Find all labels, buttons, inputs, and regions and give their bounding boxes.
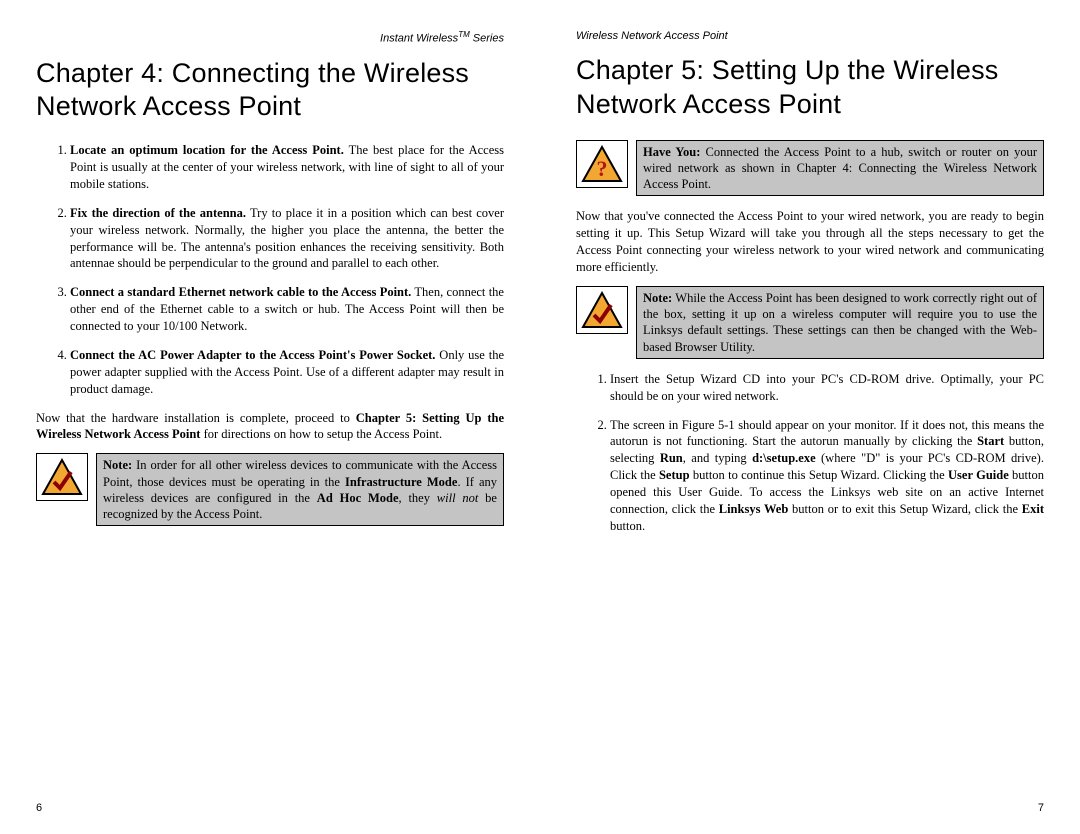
note-text-left: Note: In order for all other wireless de… (96, 453, 504, 526)
have-you-body: Connected the Access Point to a hub, swi… (643, 145, 1037, 192)
note-seg: , they (399, 491, 437, 505)
user-guide-label: User Guide (948, 468, 1009, 482)
note-mode2: Ad Hoc Mode (317, 491, 399, 505)
note-italic: will not (437, 491, 479, 505)
chapter-title-right: Chapter 5: Setting Up the Wireless Netwo… (576, 54, 1044, 122)
note-mode1: Infrastructure Mode (345, 475, 457, 489)
seg: button or to exit this Setup Wizard, cli… (788, 502, 1022, 516)
steps-list-left: Locate an optimum location for the Acces… (36, 142, 504, 397)
question-icon: ? (576, 140, 628, 188)
header-tm: TM (458, 30, 470, 39)
exit-label: Exit (1022, 502, 1044, 516)
para-pre: Now that the hardware installation is co… (36, 411, 356, 425)
page-left: Instant WirelessTM Series Chapter 4: Con… (0, 0, 540, 834)
warning-check-icon (576, 286, 628, 334)
run-label: Run (660, 451, 683, 465)
running-header-left: Instant WirelessTM Series (36, 30, 504, 45)
step-item: Fix the direction of the antenna. Try to… (70, 205, 504, 273)
have-you-label: Have You: (643, 145, 700, 159)
seg: , and typing (683, 451, 752, 465)
linksys-web-label: Linksys Web (719, 502, 789, 516)
warning-check-icon (36, 453, 88, 501)
start-label: Start (977, 434, 1004, 448)
header-post: Series (470, 33, 504, 45)
chapter-title-left: Chapter 4: Connecting the Wireless Netwo… (36, 57, 504, 125)
transition-paragraph: Now that the hardware installation is co… (36, 410, 504, 444)
step-item: Locate an optimum location for the Acces… (70, 142, 504, 193)
setup-exe: d:\setup.exe (752, 451, 816, 465)
note-text-right: Note: While the Access Point has been de… (636, 286, 1044, 359)
note-label: Note: (103, 458, 132, 472)
note-label: Note: (643, 291, 672, 305)
page-number-right: 7 (1038, 802, 1044, 814)
step-item: Connect the AC Power Adapter to the Acce… (70, 347, 504, 398)
have-you-text: Have You: Connected the Access Point to … (636, 140, 1044, 197)
note-box-right: Note: While the Access Point has been de… (576, 286, 1044, 359)
have-you-box: ? Have You: Connected the Access Point t… (576, 140, 1044, 197)
step-bold: Fix the direction of the antenna. (70, 206, 246, 220)
setup-button-label: Setup (659, 468, 690, 482)
page-right: Wireless Network Access Point Chapter 5:… (540, 0, 1080, 834)
step-bold: Connect a standard Ethernet network cabl… (70, 285, 411, 299)
page-number-left: 6 (36, 802, 42, 814)
steps-list-right: Insert the Setup Wizard CD into your PC'… (576, 371, 1044, 535)
note-box-left: Note: In order for all other wireless de… (36, 453, 504, 526)
step-item: Insert the Setup Wizard CD into your PC'… (610, 371, 1044, 405)
step-item: The screen in Figure 5-1 should appear o… (610, 417, 1044, 535)
seg: button to continue this Setup Wizard. Cl… (690, 468, 948, 482)
running-header-right: Wireless Network Access Point (576, 30, 1044, 42)
step-item: Connect a standard Ethernet network cabl… (70, 284, 504, 335)
svg-text:?: ? (597, 156, 608, 181)
para-post: for directions on how to setup the Acces… (200, 427, 442, 441)
header-pre: Instant Wireless (380, 33, 458, 45)
seg: button. (610, 519, 645, 533)
intro-paragraph: Now that you've connected the Access Poi… (576, 208, 1044, 276)
step-bold: Connect the AC Power Adapter to the Acce… (70, 348, 435, 362)
note-body: While the Access Point has been designed… (643, 291, 1037, 354)
step-bold: Locate an optimum location for the Acces… (70, 143, 344, 157)
